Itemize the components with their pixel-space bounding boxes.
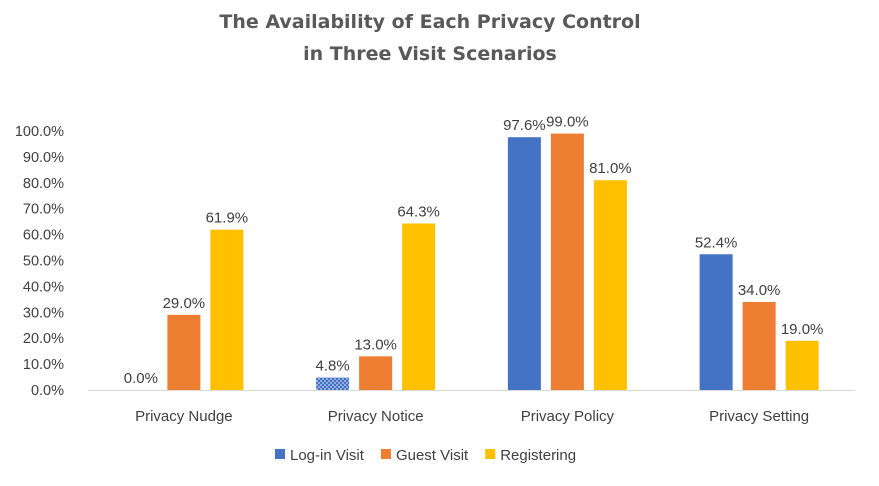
data-label: 34.0%: [738, 282, 781, 299]
data-labels: 0.0% 29.0% 61.9% 4.8%13.0% 64.3% 97.6% 99.0% 81…: [124, 114, 824, 387]
y-tick-label: 90.0%: [23, 150, 64, 166]
legend-swatch: [485, 449, 496, 459]
category-label: Privacy Nudge: [135, 408, 233, 425]
bar: [699, 254, 733, 390]
data-label: 97.6%: [503, 117, 546, 134]
data-label: 29.0%: [163, 295, 206, 312]
bar: [593, 180, 627, 390]
y-tick-label: 40.0%: [23, 279, 64, 295]
y-tick-label: 100.0%: [15, 124, 64, 140]
bar: [402, 223, 436, 390]
category-label: Privacy Notice: [328, 408, 424, 425]
bar: [507, 137, 541, 390]
bar-group: [167, 133, 819, 390]
legend-label: Registering: [500, 447, 576, 464]
bar: [550, 133, 584, 390]
data-label: 19.0%: [781, 321, 824, 338]
y-tick-label: 10.0%: [23, 357, 64, 373]
chart-title-line-2: in Three Visit Scenarios: [303, 43, 557, 65]
data-label: 64.3%: [397, 203, 440, 220]
category-label: Privacy Setting: [709, 408, 809, 425]
bar: [785, 340, 819, 390]
bar: [316, 377, 350, 390]
x-axis: Privacy Nudge Privacy Notice Privacy Polic…: [135, 408, 809, 425]
legend-swatch: [380, 449, 391, 459]
y-tick-label: 20.0%: [23, 331, 64, 347]
legend-swatch: [275, 449, 285, 459]
data-label: 0.0%: [124, 370, 158, 387]
data-label: 13.0%: [354, 336, 397, 353]
bar: [359, 356, 393, 390]
y-tick-label: 50.0%: [23, 254, 64, 270]
category-label: Privacy Policy: [521, 408, 615, 425]
data-label: 4.8%: [316, 358, 350, 375]
chart-title-line-1: The Availability of Each Privacy Control: [219, 11, 640, 33]
y-tick-label: 30.0%: [23, 305, 64, 321]
y-axis: 0.0% 10.0% 20.0% 30.0% 40.0% 50.0% 60.0% 70.0% 8…: [15, 124, 64, 399]
y-tick-label: 0.0%: [31, 383, 64, 399]
data-label: 81.0%: [589, 160, 632, 177]
data-label: 61.9%: [206, 210, 249, 227]
legend-label: Guest Visit: [396, 447, 469, 464]
y-tick-label: 60.0%: [23, 228, 64, 244]
bar: [742, 301, 776, 390]
bar: [167, 314, 201, 390]
data-label: 99.0%: [546, 114, 589, 131]
data-label: 52.4%: [695, 234, 738, 251]
legend: Log-in Visit Guest Visit Registering: [275, 447, 576, 464]
bar: [210, 229, 244, 390]
y-tick-label: 70.0%: [23, 202, 64, 218]
legend-label: Log-in Visit: [290, 447, 365, 464]
y-tick-label: 80.0%: [23, 176, 64, 192]
